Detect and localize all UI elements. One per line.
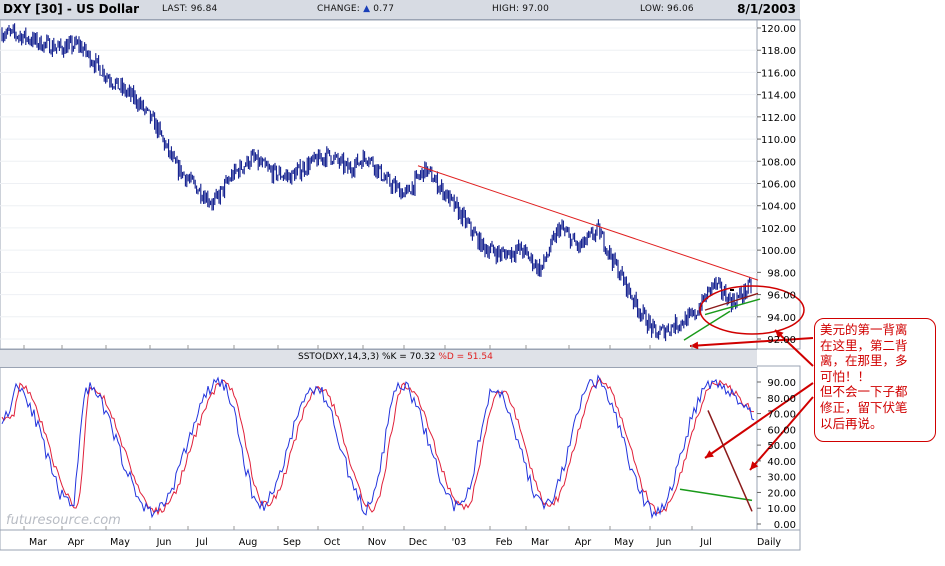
month-label: Jun [156, 537, 172, 548]
month-label: Aug [239, 537, 258, 548]
stoch-k-line [1, 374, 755, 520]
stoch-tick-label: 0.00 [774, 520, 796, 531]
change-label: CHANGE: [317, 4, 361, 14]
stoch-k-label: SSTO(DXY,14,3,3) %K = 70.32 [298, 352, 436, 362]
low-label: LOW: [640, 4, 664, 14]
chart-date: 8/1/2003 [737, 2, 796, 16]
month-label: Feb [496, 537, 513, 548]
arrow-to-stoch-divergence-head [750, 461, 759, 470]
stoch-tick-label: 30.00 [767, 473, 796, 484]
price-tick-label: 112.00 [761, 113, 796, 124]
change-value: CHANGE: ▲ 0.77 [317, 4, 394, 14]
stochastic-axis-panel [756, 365, 801, 531]
chart-header: DXY [30] - US Dollar LAST: 96.84 CHANGE:… [0, 0, 800, 20]
stoch-tick-label: 60.00 [767, 425, 796, 436]
month-label: Oct [324, 537, 341, 548]
arrow-to-stoch-divergence [749, 396, 814, 471]
stoch-d-label: %D = 51.54 [438, 352, 493, 362]
last-label: LAST: [162, 4, 188, 14]
low-value: 96.06 [667, 4, 694, 14]
price-series [1, 23, 752, 342]
price-tick-label: 100.00 [761, 246, 796, 257]
stoch-brown-line [707, 410, 753, 512]
annotation-line: 可怕！！ [820, 368, 871, 384]
month-label: Mar [29, 537, 47, 548]
annotation-line: 但不会一下子都 [820, 384, 908, 400]
stochastic-series [1, 374, 755, 520]
stochastic-label: SSTO(DXY,14,3,3) %K = 70.32 %D = 51.54 [298, 352, 493, 362]
month-label: Jun [656, 537, 672, 548]
time-axis-panel [0, 529, 801, 551]
month-label: '03 [452, 537, 467, 548]
red-resistance-line [417, 165, 759, 281]
stoch-tick-label: 40.00 [767, 457, 796, 468]
month-label: May [614, 537, 634, 548]
month-label: Mar [531, 537, 549, 548]
last-price: LAST: 96.84 [162, 4, 217, 14]
price-axis-panel [756, 19, 801, 350]
price-tick-label: 98.00 [767, 268, 796, 279]
arrow-to-first-divergence-head [690, 341, 699, 350]
arrow-to-stoch-support-head [705, 450, 714, 458]
up-triangle-icon: ▲ [363, 4, 371, 14]
stoch-tick-label: 20.00 [767, 488, 796, 499]
trendlines [417, 165, 814, 471]
stoch-tick-label: 90.00 [767, 378, 796, 389]
price-tick-label: 114.00 [761, 91, 796, 102]
annotation-line: 美元的第一背离 [820, 322, 908, 337]
high-label: HIGH: [492, 4, 520, 14]
low-price: LOW: 96.06 [640, 4, 694, 14]
stochastic-header: SSTO(DXY,14,3,3) %K = 70.32 %D = 51.54 [0, 349, 757, 368]
price-tick-label: 118.00 [761, 46, 796, 57]
price-tick-label: 92.00 [767, 335, 796, 346]
stoch-tick-label: 80.00 [767, 394, 796, 405]
brown-trend-line [704, 292, 759, 311]
symbol-title: DXY [30] - US Dollar [3, 2, 140, 16]
price-tick-label: 106.00 [761, 180, 796, 191]
price-tick-label: 96.00 [767, 291, 796, 302]
price-tick-label: 116.00 [761, 68, 796, 79]
month-label: Jul [699, 537, 711, 548]
month-label: Apr [575, 537, 592, 548]
month-label: Jul [195, 537, 207, 548]
stoch-tick-label: 70.00 [767, 410, 796, 421]
stoch-tick-label: 10.00 [767, 504, 796, 515]
green-support-line [683, 310, 731, 341]
highlight-ellipse [699, 285, 805, 335]
axis-labels: 120.00 118.00 116.00 114.00 112.00 110.00 108.… [23, 24, 796, 548]
price-bars [1, 23, 752, 342]
green-support-line-2 [704, 298, 761, 316]
arrow-to-ellipse [774, 329, 814, 367]
month-label: Nov [368, 537, 387, 548]
annotation-line: 在这里，第二背 [820, 337, 908, 353]
stoch-tick-label: 50.00 [767, 441, 796, 452]
stoch-green-line [679, 488, 753, 502]
month-label: May [110, 537, 130, 548]
month-label: Dec [409, 537, 427, 548]
price-tick-label: 102.00 [761, 224, 796, 235]
watermark: futuresource.com [6, 513, 121, 528]
annotation-line: 修正，留下伏笔 [820, 399, 908, 415]
annotation-line: 离，在那里，多 [820, 353, 908, 369]
price-tick-label: 120.00 [761, 24, 796, 35]
change-number: 0.77 [373, 4, 395, 14]
price-plot-frame [0, 19, 758, 350]
stoch-d-line [1, 377, 755, 516]
price-tick-label: 94.00 [767, 313, 796, 324]
price-tick-label: 104.00 [761, 202, 796, 213]
arrow-to-ellipse-head [775, 330, 784, 339]
month-label: Apr [68, 537, 85, 548]
last-value: 96.84 [190, 4, 218, 14]
high-value: 97.00 [522, 4, 550, 14]
annotation-line: 以后再说。 [820, 415, 883, 431]
month-label: Sep [283, 537, 301, 548]
high-price: HIGH: 97.00 [492, 4, 549, 14]
month-label: Daily [757, 537, 781, 548]
price-tick-label: 108.00 [761, 157, 796, 168]
annotation-callout: 美元的第一背离 在这里，第二背 离，在那里，多 可怕！！ 但不会一下子都 修正，… [814, 318, 936, 442]
price-tick-label: 110.00 [761, 135, 796, 146]
arrow-to-first-divergence [689, 337, 814, 347]
